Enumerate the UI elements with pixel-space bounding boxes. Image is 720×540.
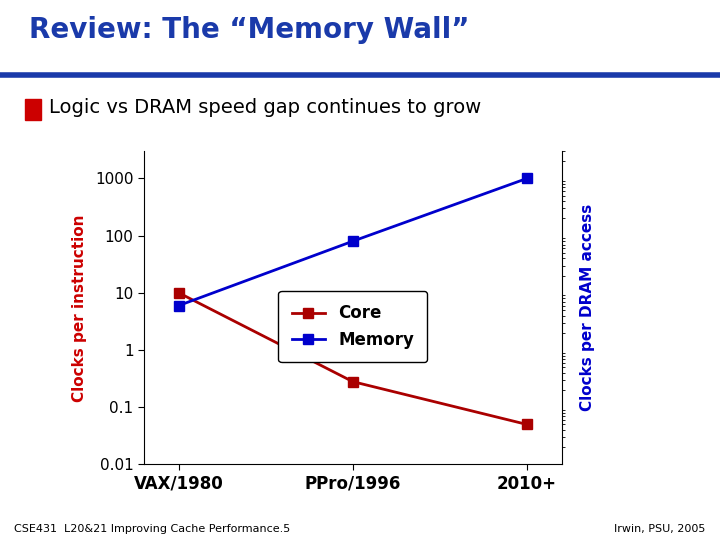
Memory <box>174 302 183 309</box>
Text: Review: The “Memory Wall”: Review: The “Memory Wall” <box>29 16 469 44</box>
Line: Memory: Memory <box>174 174 531 310</box>
Line: Core: Core <box>174 288 531 429</box>
Core <box>348 379 357 385</box>
Y-axis label: Clocks per DRAM access: Clocks per DRAM access <box>580 204 595 411</box>
Legend: Core, Memory: Core, Memory <box>278 291 428 362</box>
Text: CSE431  L20&21 Improving Cache Performance.5: CSE431 L20&21 Improving Cache Performanc… <box>14 523 291 534</box>
Core <box>174 289 183 296</box>
Text: Logic vs DRAM speed gap continues to grow: Logic vs DRAM speed gap continues to gro… <box>49 98 481 117</box>
Y-axis label: Clocks per instruction: Clocks per instruction <box>72 214 86 402</box>
Text: Irwin, PSU, 2005: Irwin, PSU, 2005 <box>614 523 706 534</box>
Bar <box>25 99 41 120</box>
Core <box>523 421 531 428</box>
Memory <box>523 176 531 182</box>
Memory <box>348 238 357 245</box>
